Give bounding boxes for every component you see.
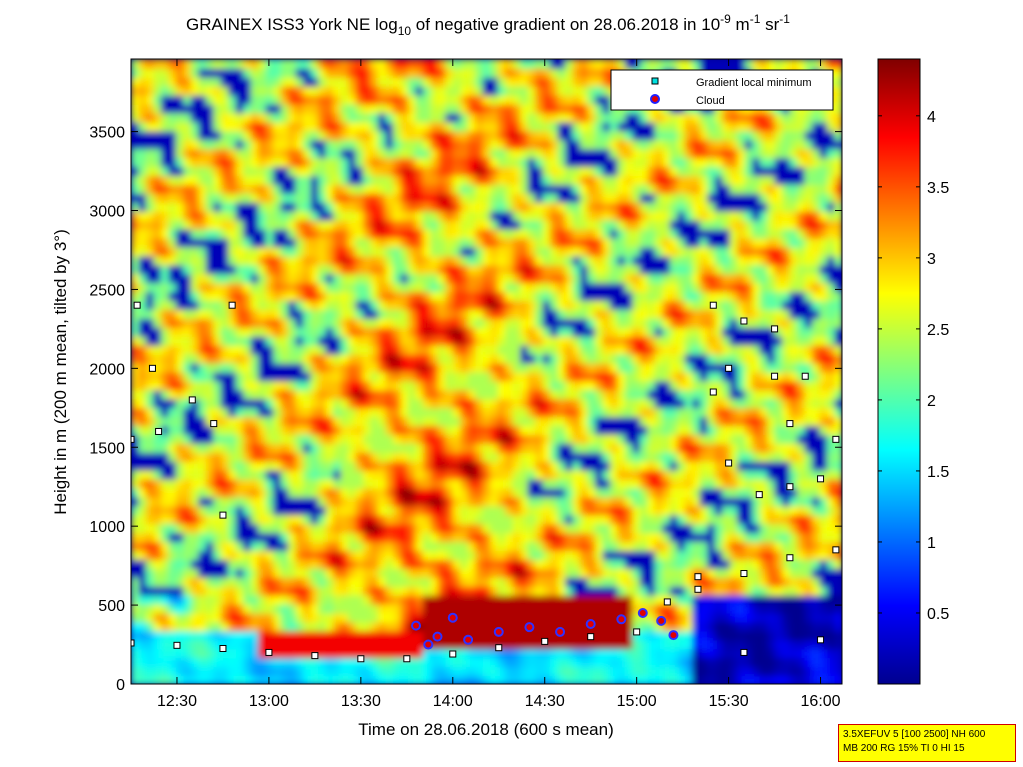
gradient-minimum-point [133, 301, 141, 309]
gradient-minimum-point [832, 435, 840, 443]
cloud-point [616, 614, 627, 625]
gradient-minimum-point [541, 637, 549, 645]
gradient-minimum-point [495, 644, 503, 652]
y-tick-label: 3000 [89, 204, 125, 221]
info-line-2: MB 200 RG 15% TI 0 HI 15 [843, 743, 965, 754]
x-tick-label: 15:00 [617, 693, 657, 710]
y-tick-label: 3500 [89, 125, 125, 142]
gradient-minimum-point [265, 648, 273, 656]
gradient-minimum-point [755, 491, 763, 499]
gradient-minimum-point [219, 644, 227, 652]
cloud-point [637, 607, 648, 618]
colorbar-tick-label: 3.5 [927, 180, 949, 197]
gradient-minimum-point [740, 570, 748, 578]
colorbar: 0.5 1 1.5 2 2.5 3 3.5 4 [877, 58, 949, 685]
x-tick-label: 13:30 [341, 693, 381, 710]
gradient-minimum-point [786, 483, 794, 491]
colorbar-tick-label: 1.5 [927, 464, 949, 481]
gradient-minimum-point [817, 636, 825, 644]
cloud-point [463, 634, 474, 645]
gradient-minimum-point [173, 641, 181, 649]
x-tick-label: 14:00 [433, 693, 473, 710]
colorbar-tick-label: 2.5 [927, 322, 949, 339]
gradient-minimum-point [219, 511, 227, 519]
gradient-minimum-point [357, 655, 365, 663]
heatmap [131, 59, 842, 684]
gradient-minimum-point [786, 554, 794, 562]
gradient-minimum-point [663, 598, 671, 606]
gradient-minimum-point [740, 648, 748, 656]
y-tick-label: 1000 [89, 519, 125, 536]
gradient-minimum-point [311, 652, 319, 660]
plot-frame [130, 58, 843, 685]
legend-marker-cloud [650, 94, 660, 104]
gradient-minimum-point [633, 628, 641, 636]
y-tick-label: 1500 [89, 440, 125, 457]
x-tick-label: 14:30 [525, 693, 565, 710]
gradient-minimum-point [210, 420, 218, 428]
y-axis-label: Height in m (200 m mean, tilted by 3°) [51, 229, 70, 515]
gradient-minimum-point [725, 459, 733, 467]
legend-marker-gradient [651, 77, 659, 85]
gradient-minimum-point [817, 475, 825, 483]
gradient-minimum-point [148, 364, 156, 372]
info-box: 3.5XEFUV 5 [100 2500] NH 600 MB 200 RG 1… [838, 724, 1016, 762]
legend-label-cloud: Cloud [696, 95, 725, 107]
y-axis: 0 500 1000 1500 2000 2500 3000 3500 [89, 125, 842, 694]
cloud-point [585, 619, 596, 630]
gradient-minimum-point [786, 420, 794, 428]
gradient-minimum-point [771, 372, 779, 380]
x-tick-label: 15:30 [709, 693, 749, 710]
gradient-minimum-point [801, 372, 809, 380]
cloud-point [656, 615, 667, 626]
legend: Gradient local minimum Cloud [610, 69, 834, 111]
x-axis-label: Time on 28.06.2018 (600 s mean) [358, 720, 613, 739]
cloud-point [432, 631, 443, 642]
gradient-minimum-point [709, 301, 717, 309]
gradient-minimum-point [188, 396, 196, 404]
cloud-point [668, 630, 679, 641]
gradient-minimum-point [449, 650, 457, 658]
gradient-minimum-point [694, 573, 702, 581]
gradient-minimum-point [155, 427, 163, 435]
y-tick-label: 0 [116, 677, 125, 694]
gradient-minimum-point [771, 325, 779, 333]
gradient-minimum-point [725, 364, 733, 372]
chart-title: GRAINEX ISS3 York NE log10 of negative g… [186, 12, 790, 38]
gradient-minimum-point [832, 546, 840, 554]
cloud-point [493, 626, 504, 637]
cloud-point [555, 626, 566, 637]
gradient-minimum-point [740, 317, 748, 325]
cloud-point [447, 612, 458, 623]
colorbar-tick-label: 2 [927, 393, 936, 410]
colorbar-tick-label: 4 [927, 109, 936, 126]
cloud-point [411, 620, 422, 631]
gradient-minimum-point [709, 388, 717, 396]
markers-layer [131, 301, 840, 663]
info-line-1: 3.5XEFUV 5 [100 2500] NH 600 [843, 729, 986, 740]
y-tick-label: 2500 [89, 282, 125, 299]
gradient-minimum-point [228, 301, 236, 309]
gradient-minimum-point [403, 655, 411, 663]
legend-label-gradient: Gradient local minimum [696, 77, 812, 89]
x-axis: 12:30 13:00 13:30 14:00 14:30 15:00 15:30 16:00 [157, 59, 841, 710]
gradient-minimum-point [587, 633, 595, 641]
x-tick-label: 12:30 [157, 693, 197, 710]
gradient-minimum-point [694, 585, 702, 593]
x-tick-label: 13:00 [249, 693, 289, 710]
x-tick-label: 16:00 [801, 693, 841, 710]
gradient-minimum-point [131, 639, 135, 647]
cloud-point [423, 639, 434, 650]
y-tick-label: 500 [98, 598, 125, 615]
colorbar-tick-label: 1 [927, 535, 936, 552]
colorbar-tick-label: 3 [927, 251, 936, 268]
cloud-point [524, 622, 535, 633]
colorbar-tick-label: 0.5 [927, 606, 949, 623]
gradient-minimum-point [131, 435, 135, 443]
y-tick-label: 2000 [89, 361, 125, 378]
